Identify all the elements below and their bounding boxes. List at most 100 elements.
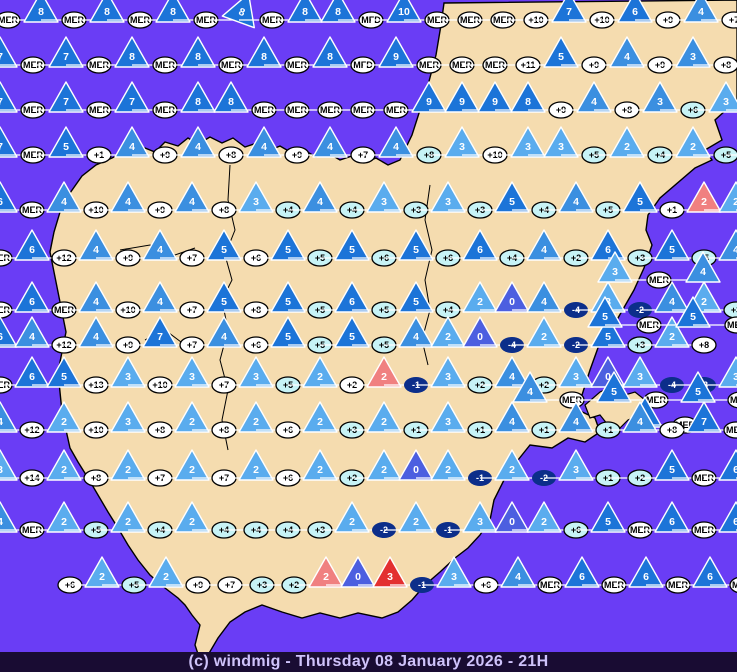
svg-text:5: 5	[413, 244, 419, 256]
svg-text:3: 3	[381, 196, 387, 208]
svg-text:2: 2	[317, 416, 323, 428]
svg-text:2: 2	[253, 464, 259, 476]
svg-text:5: 5	[611, 386, 617, 398]
svg-text:8: 8	[327, 51, 333, 63]
svg-text:4: 4	[61, 196, 67, 208]
svg-text:5: 5	[602, 311, 608, 323]
svg-text:2: 2	[125, 464, 131, 476]
svg-text:8: 8	[302, 6, 308, 18]
svg-text:6: 6	[29, 296, 35, 308]
svg-text:5: 5	[349, 331, 355, 343]
svg-text:6: 6	[29, 371, 35, 383]
svg-text:3: 3	[477, 516, 483, 528]
svg-text:2: 2	[317, 371, 323, 383]
svg-text:5: 5	[558, 51, 564, 63]
svg-text:5: 5	[221, 296, 227, 308]
svg-text:8: 8	[170, 6, 176, 18]
svg-text:4: 4	[515, 571, 521, 583]
svg-text:5: 5	[695, 386, 701, 398]
svg-text:3: 3	[558, 141, 564, 153]
svg-text:6: 6	[477, 244, 483, 256]
svg-text:3: 3	[189, 371, 195, 383]
svg-text:4: 4	[733, 244, 737, 256]
svg-text:4: 4	[527, 386, 533, 398]
svg-text:2: 2	[253, 416, 259, 428]
svg-text:4: 4	[125, 196, 131, 208]
svg-text:5: 5	[349, 244, 355, 256]
svg-text:3: 3	[253, 371, 259, 383]
svg-text:2: 2	[317, 464, 323, 476]
svg-text:6: 6	[349, 296, 355, 308]
svg-text:7: 7	[63, 96, 69, 108]
svg-text:3: 3	[657, 96, 663, 108]
svg-text:9: 9	[492, 96, 498, 108]
svg-text:4: 4	[591, 96, 597, 108]
svg-text:5: 5	[285, 331, 291, 343]
svg-text:0: 0	[477, 331, 483, 343]
svg-text:0: 0	[509, 296, 515, 308]
svg-text:2: 2	[541, 331, 547, 343]
svg-text:2: 2	[509, 464, 515, 476]
svg-text:5: 5	[285, 296, 291, 308]
svg-text:2: 2	[477, 296, 483, 308]
svg-text:6: 6	[669, 516, 675, 528]
svg-text:4: 4	[195, 141, 201, 153]
svg-text:7: 7	[157, 331, 163, 343]
svg-text:2: 2	[690, 141, 696, 153]
svg-text:2: 2	[349, 516, 355, 528]
svg-text:2: 2	[323, 571, 329, 583]
svg-text:3: 3	[445, 416, 451, 428]
svg-text:4: 4	[509, 371, 515, 383]
svg-text:6: 6	[0, 196, 3, 208]
svg-text:4: 4	[93, 331, 99, 343]
svg-text:5: 5	[605, 331, 611, 343]
svg-text:6: 6	[643, 571, 649, 583]
svg-text:MER: MER	[732, 580, 737, 590]
svg-text:6: 6	[707, 571, 713, 583]
svg-text:7: 7	[63, 51, 69, 63]
svg-text:2: 2	[445, 464, 451, 476]
svg-text:8: 8	[104, 6, 110, 18]
svg-text:8: 8	[195, 51, 201, 63]
svg-text:6: 6	[733, 516, 737, 528]
svg-text:5: 5	[690, 311, 696, 323]
svg-text:2: 2	[189, 416, 195, 428]
svg-text:3: 3	[253, 196, 259, 208]
svg-text:4: 4	[541, 244, 547, 256]
svg-text:4: 4	[573, 416, 579, 428]
svg-text:8: 8	[228, 96, 234, 108]
svg-text:10: 10	[398, 6, 410, 18]
svg-text:2: 2	[413, 516, 419, 528]
svg-text:7: 7	[0, 51, 3, 63]
svg-text:4: 4	[317, 196, 323, 208]
svg-text:4: 4	[669, 296, 675, 308]
svg-text:2: 2	[381, 464, 387, 476]
svg-text:2: 2	[189, 464, 195, 476]
svg-text:4: 4	[129, 141, 135, 153]
svg-text:4: 4	[700, 266, 706, 278]
svg-text:MER: MER	[726, 425, 737, 435]
svg-text:8: 8	[335, 6, 341, 18]
svg-text:8: 8	[129, 51, 135, 63]
svg-text:0: 0	[413, 464, 419, 476]
svg-text:4: 4	[0, 416, 3, 428]
svg-text:3: 3	[612, 266, 618, 278]
svg-text:7: 7	[129, 96, 135, 108]
svg-text:4: 4	[189, 196, 195, 208]
svg-text:6: 6	[632, 6, 638, 18]
svg-text:8: 8	[38, 6, 44, 18]
svg-text:2: 2	[125, 516, 131, 528]
svg-text:2: 2	[701, 296, 707, 308]
svg-text:4: 4	[261, 141, 267, 153]
svg-text:4: 4	[637, 416, 643, 428]
svg-text:4: 4	[221, 331, 227, 343]
svg-text:5: 5	[285, 244, 291, 256]
svg-text:5: 5	[637, 196, 643, 208]
svg-text:2: 2	[163, 571, 169, 583]
svg-text:0: 0	[355, 571, 361, 583]
svg-text:4: 4	[393, 141, 399, 153]
svg-text:4: 4	[93, 296, 99, 308]
svg-text:3: 3	[451, 571, 457, 583]
svg-text:4: 4	[93, 244, 99, 256]
svg-text:9: 9	[393, 51, 399, 63]
